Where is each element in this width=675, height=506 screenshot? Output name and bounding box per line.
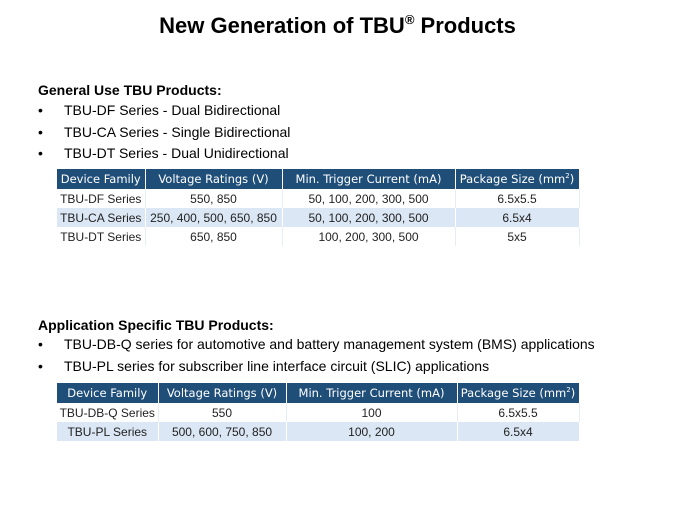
table-row: TBU-CA Series 250, 400, 500, 650, 850 50… <box>57 208 580 227</box>
table-row: TBU-DT Series 650, 850 100, 200, 300, 50… <box>57 227 580 246</box>
table-cell: TBU-CA Series <box>57 208 146 227</box>
column-header: Package Size (mm2) <box>455 169 580 189</box>
table-cell: 5x5 <box>455 227 580 246</box>
table-cell: TBU-PL Series <box>57 422 159 441</box>
application-specific-heading: Application Specific TBU Products: <box>38 317 274 333</box>
table-cell: 100 <box>286 403 458 422</box>
table-header-row: Device Family Voltage Ratings (V) Min. T… <box>57 383 580 403</box>
column-header: Package Size (mm2) <box>457 383 580 403</box>
table-cell: 550 <box>158 403 287 422</box>
table-row: TBU-DB-Q Series 550 100 6.5x5.5 <box>57 403 580 422</box>
table-cell: 650, 850 <box>145 227 283 246</box>
table-row: TBU-PL Series 500, 600, 750, 850 100, 20… <box>57 422 580 441</box>
table-cell: 50, 100, 200, 300, 500 <box>282 208 456 227</box>
bullet-item: • TBU-DT Series - Dual Unidirectional <box>38 145 289 161</box>
general-use-bullet-list: • TBU-DF Series - Dual Bidirectional • TBU… <box>38 100 290 165</box>
table-cell: 550, 850 <box>145 189 283 208</box>
table-header-row: Device Family Voltage Ratings (V) Min. T… <box>57 169 580 189</box>
column-header: Device Family <box>57 383 159 403</box>
general-use-heading: General Use TBU Products: <box>38 82 222 98</box>
table-cell: TBU-DF Series <box>57 189 146 208</box>
table-cell: 100, 200 <box>286 422 458 441</box>
table-row: TBU-DF Series 550, 850 50, 100, 200, 300… <box>57 189 580 208</box>
bullet-item: • TBU-DF Series - Dual Bidirectional <box>38 102 281 118</box>
table-cell: 6.5x4 <box>457 422 580 441</box>
table-cell: 250, 400, 500, 650, 850 <box>145 208 283 227</box>
bullet-item: • TBU-DB-Q series for automotive and batt… <box>38 336 595 352</box>
column-header: Voltage Ratings (V) <box>158 383 287 403</box>
column-header: Min. Trigger Current (mA) <box>286 383 458 403</box>
table-cell: 500, 600, 750, 850 <box>158 422 287 441</box>
table-cell: TBU-DT Series <box>57 227 146 246</box>
bullet-item: • TBU-PL series for subscriber line inter… <box>38 357 490 374</box>
application-specific-table: Device Family Voltage Ratings (V) Min. T… <box>57 383 580 441</box>
bullet-item: • TBU-CA Series - Single Bidirectional <box>38 123 291 140</box>
table-cell: TBU-DB-Q Series <box>57 403 159 422</box>
column-header: Device Family <box>57 169 146 189</box>
general-use-table: Device Family Voltage Ratings (V) Min. T… <box>57 169 580 246</box>
table-cell: 50, 100, 200, 300, 500 <box>282 189 456 208</box>
table-cell: 6.5x5.5 <box>457 403 580 422</box>
table-cell: 6.5x4 <box>455 208 580 227</box>
application-specific-bullet-list: • TBU-DB-Q series for automotive and batt… <box>38 334 595 377</box>
table-cell: 100, 200, 300, 500 <box>282 227 456 246</box>
page-title: New Generation of TBU® Products <box>159 12 516 38</box>
column-header: Min. Trigger Current (mA) <box>282 169 456 189</box>
column-header: Voltage Ratings (V) <box>145 169 283 189</box>
table-cell: 6.5x5.5 <box>455 189 580 208</box>
